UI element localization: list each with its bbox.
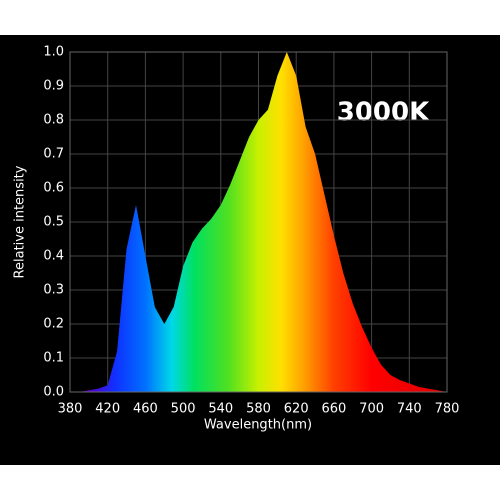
y-tick-label: 0.5 [43,215,64,230]
x-tick-label: 460 [133,402,158,417]
y-axis-label: Relative intensity [13,165,28,278]
x-tick-label: 580 [246,402,271,417]
y-tick-label: 0.6 [43,181,64,196]
x-tick-label: 420 [95,402,120,417]
x-tick-label: 540 [208,402,233,417]
x-tick-label: 660 [321,402,346,417]
y-tick-label: 0.9 [43,79,64,94]
y-tick-label: 0.2 [43,317,64,332]
y-tick-label: 1.0 [43,45,64,60]
x-tick-label: 380 [58,402,83,417]
annotation: 3000K [337,98,430,128]
y-tick-label: 0.4 [43,249,64,264]
y-tick-label: 0.7 [43,147,64,162]
spectrum-area [70,52,447,392]
x-tick-label: 500 [171,402,196,417]
x-tick-label: 700 [359,402,384,417]
y-tick-label: 0.8 [43,113,64,128]
y-tick-label: 0.0 [43,385,64,400]
y-tick-label: 0.3 [43,283,64,298]
x-tick-label: 740 [397,402,422,417]
plot-frame [69,51,448,393]
y-tick-label: 0.1 [43,351,64,366]
x-tick-label: 620 [284,402,309,417]
x-tick-label: 780 [435,402,460,417]
x-axis-label: Wavelength(nm) [204,418,312,433]
